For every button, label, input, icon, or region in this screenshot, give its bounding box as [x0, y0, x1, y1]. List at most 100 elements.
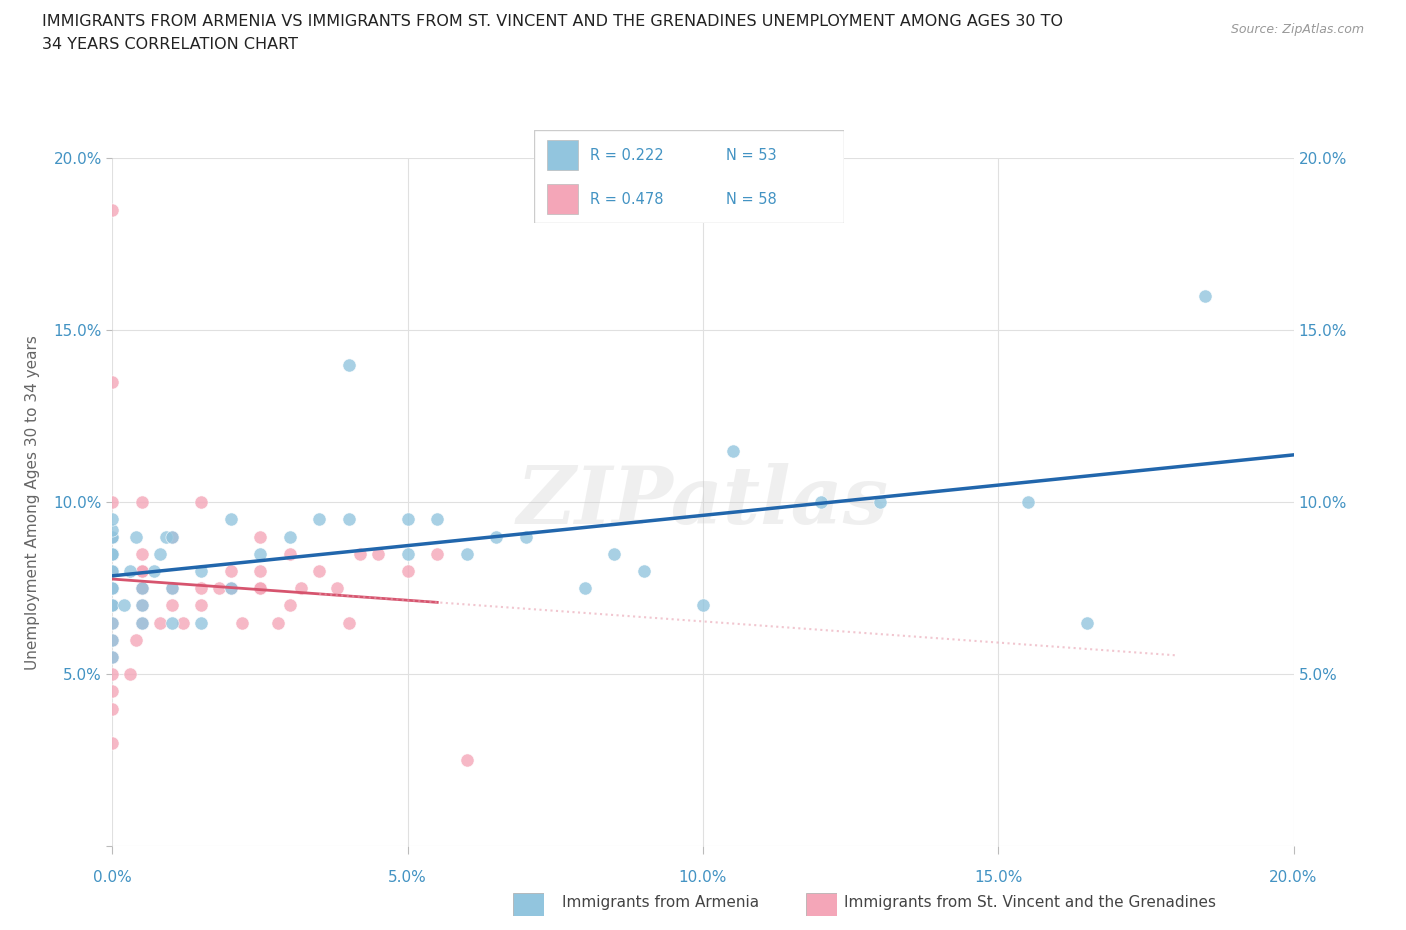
- Point: [249, 580, 271, 596]
- Point: [101, 650, 124, 665]
- Point: [337, 357, 360, 372]
- Point: [249, 580, 271, 596]
- Point: [810, 495, 832, 510]
- Point: [112, 598, 135, 613]
- Point: [101, 701, 124, 716]
- Point: [101, 736, 124, 751]
- Point: [131, 580, 153, 596]
- Point: [1017, 495, 1039, 510]
- Point: [208, 580, 231, 596]
- Point: [349, 547, 371, 562]
- Text: 0.0%: 0.0%: [93, 870, 132, 884]
- Point: [101, 564, 124, 578]
- Text: 34 YEARS CORRELATION CHART: 34 YEARS CORRELATION CHART: [42, 37, 298, 52]
- Text: R = 0.478: R = 0.478: [591, 192, 664, 206]
- Text: N = 53: N = 53: [725, 148, 776, 163]
- Point: [101, 512, 124, 527]
- Point: [101, 529, 124, 544]
- Text: 5.0%: 5.0%: [388, 870, 427, 884]
- Point: [515, 529, 537, 544]
- Point: [426, 547, 449, 562]
- Point: [120, 667, 142, 682]
- FancyBboxPatch shape: [534, 130, 844, 223]
- Point: [101, 523, 124, 538]
- Point: [101, 203, 124, 218]
- Point: [721, 444, 744, 458]
- Point: [120, 564, 142, 578]
- Point: [326, 580, 349, 596]
- Text: IMMIGRANTS FROM ARMENIA VS IMMIGRANTS FROM ST. VINCENT AND THE GRENADINES UNEMPL: IMMIGRANTS FROM ARMENIA VS IMMIGRANTS FR…: [42, 14, 1063, 29]
- Point: [131, 616, 153, 631]
- Point: [219, 580, 242, 596]
- Point: [101, 564, 124, 578]
- Point: [337, 512, 360, 527]
- Point: [101, 580, 124, 596]
- Point: [190, 616, 212, 631]
- Point: [101, 598, 124, 613]
- Point: [603, 547, 626, 562]
- Point: [101, 616, 124, 631]
- Point: [101, 529, 124, 544]
- Point: [190, 495, 212, 510]
- Point: [574, 580, 596, 596]
- Point: [219, 580, 242, 596]
- Point: [101, 598, 124, 613]
- Point: [101, 547, 124, 562]
- FancyBboxPatch shape: [806, 893, 837, 916]
- Point: [172, 616, 194, 631]
- Point: [278, 598, 301, 613]
- Point: [101, 375, 124, 390]
- Point: [149, 547, 172, 562]
- Point: [101, 632, 124, 647]
- Point: [308, 564, 330, 578]
- Point: [633, 564, 655, 578]
- Point: [396, 512, 419, 527]
- Point: [101, 547, 124, 562]
- Point: [101, 684, 124, 699]
- Text: Immigrants from St. Vincent and the Grenadines: Immigrants from St. Vincent and the Gren…: [844, 895, 1216, 910]
- Point: [160, 529, 183, 544]
- Point: [396, 564, 419, 578]
- Point: [219, 564, 242, 578]
- Point: [456, 753, 478, 768]
- Point: [101, 547, 124, 562]
- Point: [101, 564, 124, 578]
- Point: [101, 632, 124, 647]
- FancyBboxPatch shape: [513, 893, 544, 916]
- Point: [101, 598, 124, 613]
- Point: [101, 580, 124, 596]
- Point: [396, 547, 419, 562]
- Point: [160, 616, 183, 631]
- Point: [142, 564, 165, 578]
- Point: [101, 529, 124, 544]
- Point: [131, 564, 153, 578]
- Point: [131, 547, 153, 562]
- Point: [249, 564, 271, 578]
- Point: [249, 547, 271, 562]
- Point: [267, 616, 290, 631]
- Point: [308, 512, 330, 527]
- Point: [101, 495, 124, 510]
- Point: [231, 616, 253, 631]
- Point: [367, 547, 389, 562]
- Point: [101, 564, 124, 578]
- Point: [278, 529, 301, 544]
- Point: [155, 529, 177, 544]
- Text: R = 0.222: R = 0.222: [591, 148, 664, 163]
- Point: [131, 580, 153, 596]
- Point: [149, 616, 172, 631]
- Point: [160, 580, 183, 596]
- Y-axis label: Unemployment Among Ages 30 to 34 years: Unemployment Among Ages 30 to 34 years: [25, 335, 39, 670]
- Point: [426, 512, 449, 527]
- Point: [101, 598, 124, 613]
- Point: [101, 667, 124, 682]
- Point: [485, 529, 508, 544]
- Point: [337, 616, 360, 631]
- Point: [160, 598, 183, 613]
- Point: [190, 580, 212, 596]
- Text: 10.0%: 10.0%: [679, 870, 727, 884]
- Point: [1076, 616, 1098, 631]
- Point: [190, 564, 212, 578]
- Point: [101, 547, 124, 562]
- Point: [160, 529, 183, 544]
